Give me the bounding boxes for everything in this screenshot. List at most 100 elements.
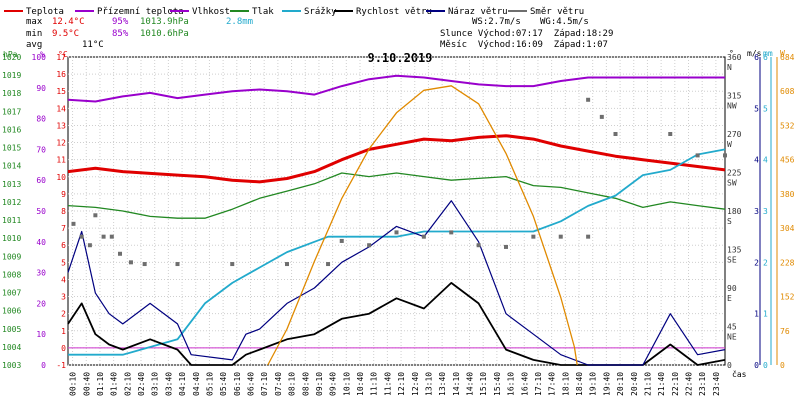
x-tick-label: 05:10 (205, 372, 214, 396)
x-axis-unit: čas (732, 369, 747, 379)
stat-min-hum: 85% (112, 29, 129, 39)
pct-tick-label: 50 (36, 207, 46, 216)
dir-point (668, 132, 673, 136)
legend: Teplota Přízemní teplota Vlhkost Tlak Srážky… (4, 7, 584, 17)
legend-label-gust: Náraz větru (448, 7, 508, 17)
degc-tick-label: 7 (61, 224, 66, 233)
x-tick-label: 18:10 (561, 372, 570, 396)
degc-tick-label: 8 (61, 207, 66, 216)
stat-sun: Slunce Východ:07:17 Západ:18:29 (440, 29, 613, 39)
stat-rain-total: 2.8mm (226, 17, 253, 27)
x-tick-label: 18:40 (575, 372, 584, 396)
x-tick-label: 09:10 (315, 372, 324, 396)
degc-tick-label: 2 (61, 310, 66, 319)
ms-tick-label: 6 (754, 53, 759, 62)
degc-tick-label: 5 (61, 258, 66, 267)
stat-max-hum: 95% (112, 17, 129, 27)
dir-point (476, 243, 481, 248)
x-tick-label: 04:40 (192, 372, 201, 396)
dir-point (531, 234, 536, 239)
x-tick-label: 07:40 (274, 372, 283, 396)
dir-point (71, 221, 76, 226)
legend-label-dir: Směr větru (530, 7, 584, 17)
x-tick-label: 15:40 (493, 372, 502, 396)
dir-point (142, 262, 147, 267)
pct-tick-label: 40 (36, 238, 46, 247)
degc-tick-label: 14 (56, 104, 66, 113)
w-tick-label: 380 (780, 190, 795, 199)
plot-area (67, 74, 727, 366)
w-tick-label: 304 (780, 224, 795, 233)
x-tick-label: 00:10 (69, 372, 78, 396)
pct-tick-label: 90 (36, 84, 46, 93)
dir-tick-label: 360 (727, 53, 742, 62)
mm-tick-label: 2 (763, 258, 768, 267)
degc-tick-label: 13 (56, 121, 66, 130)
x-tick-label: 14:40 (466, 372, 475, 396)
pct-tick-label: 0 (41, 361, 46, 370)
x-tick-label: 06:40 (247, 372, 256, 396)
hpa-tick-label: 1009 (2, 252, 21, 261)
degc-tick-label: 11 (56, 156, 66, 165)
dir-point (93, 213, 98, 218)
x-tick-label: 13:10 (424, 372, 433, 396)
degc-tick-label: 12 (56, 139, 66, 148)
x-tick-label: 03:10 (151, 372, 160, 396)
ms-tick-label: 1 (754, 310, 759, 319)
stat-min-press: 1010.6hPa (140, 29, 189, 39)
hpa-tick-label: 1017 (2, 107, 21, 116)
axis-unit-mm: mm (763, 49, 773, 58)
legend-label-pressure: Tlak (252, 7, 274, 17)
x-tick-label: 21:40 (657, 372, 666, 396)
hpa-tick-label: 1013 (2, 180, 21, 189)
x-tick-label: 20:10 (616, 372, 625, 396)
dir-tick-label: 90 (727, 284, 737, 293)
dir-point (586, 234, 591, 239)
hpa-tick-label: 1014 (2, 162, 21, 171)
x-tick-label: 19:10 (589, 372, 598, 396)
hpa-tick-label: 1020 (2, 53, 21, 62)
dir-tick-label: 0 (727, 361, 732, 370)
dir-point (586, 97, 591, 102)
w-tick-label: 76 (780, 327, 790, 336)
w-tick-label: 684 (780, 53, 795, 62)
x-tick-label: 22:10 (671, 372, 680, 396)
pct-tick-label: 60 (36, 176, 46, 185)
hpa-tick-label: 1007 (2, 289, 21, 298)
dir-name-label: S (727, 217, 732, 226)
x-tick-label: 14:10 (452, 372, 461, 396)
hpa-tick-label: 1011 (2, 216, 21, 225)
x-tick-label: 13:40 (438, 372, 447, 396)
ms-tick-label: 5 (754, 104, 759, 113)
dir-point (394, 230, 399, 235)
hpa-tick-label: 1005 (2, 325, 21, 334)
stat-wg: WG:4.5m/s (540, 17, 589, 27)
hpa-tick-label: 1006 (2, 307, 21, 316)
legend-label-humidity: Vlhkost (192, 7, 230, 17)
ms-tick-label: 4 (754, 156, 759, 165)
stat-avg-label: avg (26, 40, 42, 50)
dir-point (87, 243, 92, 248)
ms-tick-label: 2 (754, 258, 759, 267)
stat-avg-temp: 11°C (82, 40, 104, 50)
hpa-tick-label: 1012 (2, 198, 21, 207)
x-tick-label: 10:40 (356, 372, 365, 396)
ms-tick-label: 3 (754, 207, 759, 216)
dir-point (101, 234, 106, 239)
x-tick-label: 02:10 (123, 372, 132, 396)
w-tick-label: 456 (780, 156, 795, 165)
degc-tick-label: 6 (61, 241, 66, 250)
degc-tick-label: 4 (61, 275, 66, 284)
dir-point (558, 234, 563, 239)
dir-point (230, 262, 235, 267)
degc-tick-label: 15 (56, 87, 66, 96)
x-tick-label: 20:40 (630, 372, 639, 396)
axis-unit-degc: °C (58, 50, 68, 59)
x-tick-label: 04:10 (178, 372, 187, 396)
x-tick-label: 19:40 (602, 372, 611, 396)
stat-max-temp: 12.4°C (52, 17, 85, 27)
x-tick-label: 11:10 (370, 372, 379, 396)
x-tick-label: 07:10 (260, 372, 269, 396)
hpa-tick-label: 1003 (2, 361, 21, 370)
